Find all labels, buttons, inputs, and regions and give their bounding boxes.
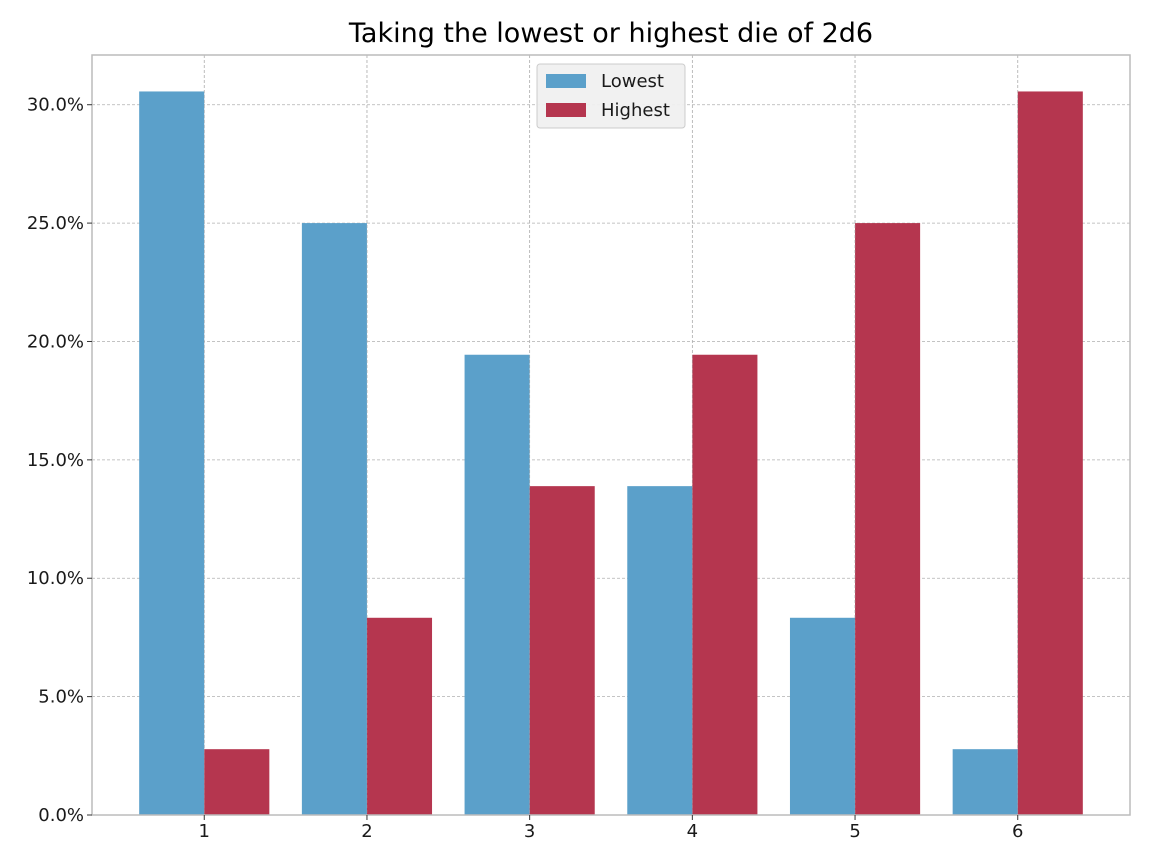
bar-highest-6 [1017, 91, 1083, 815]
bar-highest-2 [366, 617, 433, 815]
bar-highest-5 [855, 223, 921, 816]
legend-label-highest: Highest [601, 100, 670, 121]
bar-lowest-6 [952, 749, 1018, 815]
x-tick-label: 4 [687, 821, 698, 842]
bar-lowest-3 [464, 354, 530, 815]
bar-lowest-1 [139, 91, 205, 815]
y-tick-label: 25.0% [27, 213, 84, 234]
legend-label-lowest: Lowest [601, 71, 664, 92]
y-tick-label: 20.0% [27, 331, 84, 352]
bar-lowest-2 [301, 223, 367, 816]
y-tick-label: 5.0% [38, 687, 84, 708]
chart-title: Taking the lowest or highest die of 2d6 [348, 18, 873, 49]
y-tick-label: 0.0% [38, 805, 84, 826]
plot-frame [91, 54, 1131, 816]
grid-layer [92, 55, 1130, 816]
y-tick-label: 10.0% [27, 568, 84, 589]
legend-swatch-lowest [546, 74, 586, 88]
x-tick-label: 3 [524, 821, 535, 842]
x-tick-label: 6 [1012, 821, 1023, 842]
axes-layer: 0.0% 5.0% 10.0% 15.0% 20.0% 25.0% 30.0% 1 2 3 4 5 6 [27, 54, 1131, 842]
x-tick-label: 1 [199, 821, 210, 842]
bar-highest-1 [204, 749, 270, 815]
legend: Lowest Highest [536, 63, 686, 129]
bar-lowest-4 [627, 486, 693, 815]
bar-highest-3 [529, 486, 595, 815]
x-tick-label: 5 [849, 821, 860, 842]
bar-lowest-5 [789, 617, 856, 815]
y-tick-label: 30.0% [27, 95, 84, 116]
bars-layer [139, 55, 1083, 816]
y-tick-label: 15.0% [27, 450, 84, 471]
legend-swatch-highest [546, 103, 586, 117]
bar-highest-4 [692, 354, 758, 815]
x-tick-label: 2 [361, 821, 372, 842]
